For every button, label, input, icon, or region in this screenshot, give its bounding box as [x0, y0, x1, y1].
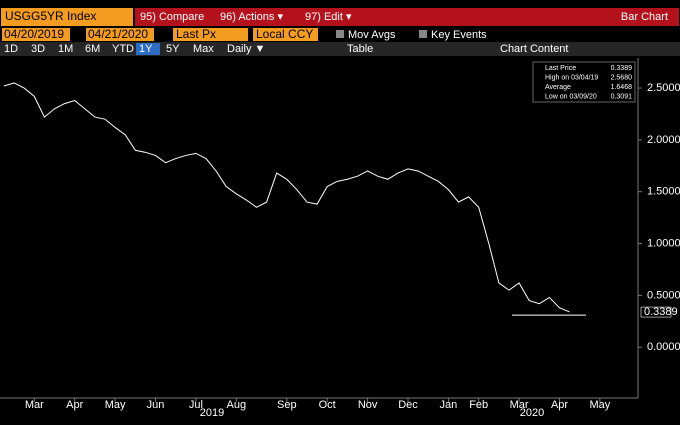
- y-tick-label: 1.0000: [647, 237, 680, 249]
- period[interactable]: Daily ▼: [227, 43, 265, 55]
- x-tick-label: Apr: [551, 399, 568, 411]
- legend-value: 1.6468: [611, 84, 633, 91]
- start-date-field[interactable]: [2, 28, 70, 41]
- x-tick-label: Dec: [398, 399, 418, 411]
- range-button[interactable]: 1Y: [139, 43, 153, 55]
- active-range: [136, 43, 160, 55]
- end-date[interactable]: 04/21/2020: [88, 27, 148, 41]
- table-button[interactable]: Table: [347, 43, 373, 55]
- range-button[interactable]: Max: [193, 43, 214, 55]
- year-label: 2019: [200, 407, 224, 419]
- currency[interactable]: Local CCY: [256, 27, 313, 41]
- x-tick-label: Oct: [319, 399, 336, 411]
- last-price-label: 0.3389: [644, 306, 678, 318]
- legend-box: [532, 61, 636, 103]
- x-tick-label: Sep: [277, 399, 297, 411]
- field-box[interactable]: [173, 28, 248, 41]
- compare-button[interactable]: 95) Compare: [140, 11, 204, 23]
- legend-name: Average: [545, 84, 571, 91]
- y-tick-label: 2.5000: [647, 82, 680, 94]
- x-tick-label: May: [105, 399, 126, 411]
- start-date[interactable]: 04/20/2019: [4, 27, 64, 41]
- checkbox[interactable]: [336, 30, 344, 38]
- view-name: Bar Chart: [621, 11, 668, 23]
- x-tick-label: Jun: [147, 399, 165, 411]
- x-tick-label: Nov: [358, 399, 378, 411]
- key-events[interactable]: Key Events: [431, 29, 487, 41]
- y-tick-label: 0.5000: [647, 289, 680, 301]
- year-label: 2020: [520, 407, 544, 419]
- end-date-field[interactable]: [86, 28, 154, 41]
- x-tick-label: Feb: [469, 399, 488, 411]
- range-button[interactable]: 3D: [31, 43, 45, 55]
- x-tick-label: Jul: [189, 399, 203, 411]
- range-button[interactable]: 5Y: [166, 43, 180, 55]
- legend-value: 0.3091: [611, 93, 633, 100]
- last-price-tag: [640, 306, 672, 318]
- currency-box[interactable]: [253, 28, 318, 41]
- field[interactable]: Last Px: [176, 27, 216, 41]
- price-line: [3, 82, 570, 313]
- y-tick-label: 2.0000: [647, 134, 680, 146]
- range-bar: [0, 42, 680, 56]
- range-button[interactable]: 1M: [58, 43, 73, 55]
- range-button[interactable]: 1D: [4, 43, 18, 55]
- mov-avgs[interactable]: Mov Avgs: [348, 29, 396, 41]
- ticker[interactable]: USGG5YR Index: [5, 9, 96, 23]
- x-tick-label: Aug: [227, 399, 247, 411]
- actions-button[interactable]: 96) Actions ▾: [220, 11, 283, 23]
- y-tick-label: 0.0000: [647, 341, 680, 353]
- chart-content-button[interactable]: Chart Content: [500, 43, 568, 55]
- x-tick-label: Apr: [66, 399, 83, 411]
- ticker-box[interactable]: [1, 8, 133, 26]
- x-tick-label: May: [590, 399, 611, 411]
- x-tick-label: Mar: [510, 399, 529, 411]
- range-button[interactable]: YTD: [112, 43, 134, 55]
- x-tick-label: Mar: [25, 399, 44, 411]
- x-tick-label: Jan: [440, 399, 458, 411]
- legend-value: 2.5680: [611, 74, 633, 81]
- legend-name: High on 03/04/19: [545, 74, 598, 81]
- y-tick-label: 1.5000: [647, 186, 680, 198]
- legend-name: Low on 03/09/20: [545, 93, 597, 100]
- legend-value: 0.3389: [611, 65, 633, 72]
- legend-name: Last Price: [545, 65, 576, 72]
- range-button[interactable]: 6M: [85, 43, 100, 55]
- edit-button[interactable]: 97) Edit ▾: [305, 11, 352, 23]
- checkbox[interactable]: [419, 30, 427, 38]
- menu-bar: [135, 8, 679, 26]
